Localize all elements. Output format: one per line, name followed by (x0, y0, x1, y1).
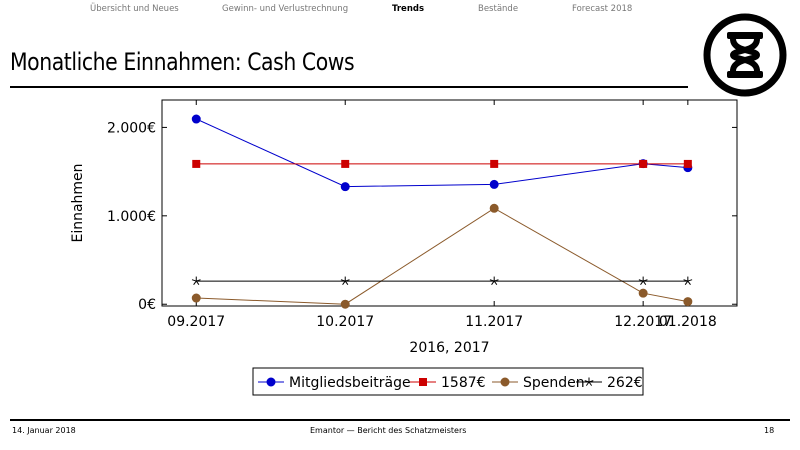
data-point (638, 288, 648, 298)
chart-legend: Mitgliedsbeiträge 1587€ Spenden 262€ (252, 367, 644, 396)
data-point (490, 159, 499, 168)
slide-title: Monatliche Einnahmen: Cash Cows (10, 48, 355, 76)
nav-item-trends[interactable]: Trends (392, 4, 425, 14)
data-point (191, 293, 201, 303)
legend-marker (500, 377, 510, 387)
data-point (683, 159, 692, 168)
data-point (191, 276, 201, 286)
title-divider (10, 86, 688, 88)
footer-date: 14. Januar 2018 (12, 426, 76, 435)
data-point (192, 159, 201, 168)
section-navigation: Übersicht und Neues Gewinn- und Verlustr… (0, 0, 800, 20)
nav-item-forecast[interactable]: Forecast 2018 (572, 4, 633, 14)
y-tick-label: 2.000€ (107, 120, 156, 136)
x-axis-label: 2016, 2017 (409, 340, 489, 356)
nav-item-inventory[interactable]: Bestände (478, 4, 519, 14)
legend-label: 262€ (607, 375, 643, 391)
data-point (489, 179, 499, 189)
x-tick-label: 12.2017 (614, 314, 672, 330)
data-point (683, 297, 693, 307)
legend-label: Spenden (523, 375, 585, 391)
x-tick-label: 10.2017 (316, 314, 374, 330)
nav-item-profit-loss[interactable]: Gewinn- und Verlustrechnung (222, 4, 349, 14)
legend-marker (584, 377, 594, 386)
data-point (683, 276, 693, 286)
legend-label: Mitgliedsbeiträge (289, 375, 411, 391)
data-point (191, 114, 201, 124)
legend-marker (419, 378, 427, 386)
nav-item-overview[interactable]: Übersicht und Neues (90, 4, 179, 14)
data-point (340, 182, 350, 192)
footer-title: Emantor — Bericht des Schatzmeisters (310, 426, 467, 435)
data-point (639, 159, 648, 168)
page-number: 18 (764, 426, 775, 435)
plot-frame (161, 99, 738, 307)
data-point (638, 276, 648, 286)
data-point (489, 203, 499, 213)
series-line-0 (196, 118, 688, 188)
data-point (341, 159, 350, 168)
x-tick-label: 09.2017 (167, 314, 225, 330)
x-tick-label: 11.2017 (465, 314, 523, 330)
footer-divider (10, 419, 790, 421)
series-line-2 (196, 207, 688, 305)
data-point (340, 299, 350, 309)
data-point (489, 276, 499, 286)
legend-label: 1587€ (441, 375, 486, 391)
chart-canvas: 0€ 1.000€ 2.000€ 09.2017 10.2017 11.2017 12.20… (70, 99, 738, 396)
y-axis-label: Einnahmen (70, 163, 86, 242)
x-tick-label: 01.2018 (659, 314, 717, 330)
legend-marker (266, 377, 276, 387)
y-tick-label: 1.000€ (107, 209, 156, 225)
data-point (340, 276, 350, 286)
hourglass-logo-icon (702, 12, 788, 98)
income-line-chart: 0€ 1.000€ 2.000€ 09.2017 10.2017 11.2017 12.20… (0, 90, 800, 420)
y-tick-label: 0€ (138, 297, 156, 313)
